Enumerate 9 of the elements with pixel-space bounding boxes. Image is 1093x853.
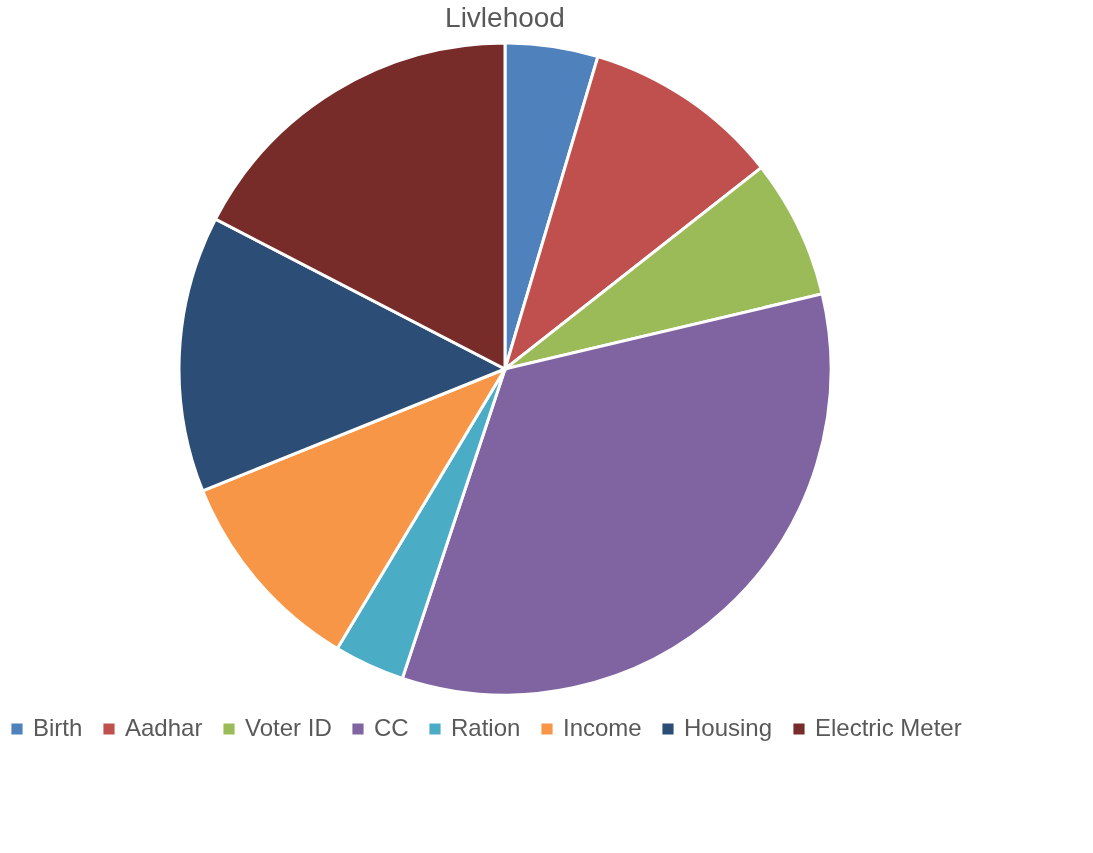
- legend-label: CC: [374, 714, 409, 741]
- legend-label: Aadhar: [125, 714, 203, 741]
- legend-label: Electric Meter: [815, 714, 962, 741]
- legend-label: Income: [563, 714, 642, 741]
- legend-label: Ration: [451, 714, 521, 741]
- legend-label: Housing: [684, 714, 773, 741]
- chart-title: Livlehood: [445, 2, 565, 33]
- legend-label: Voter ID: [245, 714, 332, 741]
- legend-label: Birth: [33, 714, 83, 741]
